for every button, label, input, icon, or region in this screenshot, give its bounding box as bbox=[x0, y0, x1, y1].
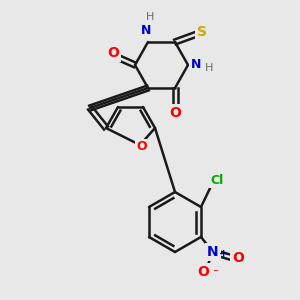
Text: O: O bbox=[169, 106, 181, 120]
Text: N: N bbox=[141, 23, 151, 37]
Text: N: N bbox=[191, 58, 201, 71]
Text: H: H bbox=[205, 63, 213, 73]
Text: Cl: Cl bbox=[210, 173, 224, 187]
Text: +: + bbox=[219, 249, 228, 259]
Text: O: O bbox=[107, 46, 119, 60]
Text: S: S bbox=[197, 25, 207, 39]
Text: O: O bbox=[232, 251, 244, 265]
Text: N: N bbox=[207, 245, 219, 259]
Text: H: H bbox=[146, 12, 154, 22]
Text: ⁻: ⁻ bbox=[212, 268, 218, 278]
Text: O: O bbox=[197, 265, 209, 279]
Text: O: O bbox=[137, 140, 147, 154]
